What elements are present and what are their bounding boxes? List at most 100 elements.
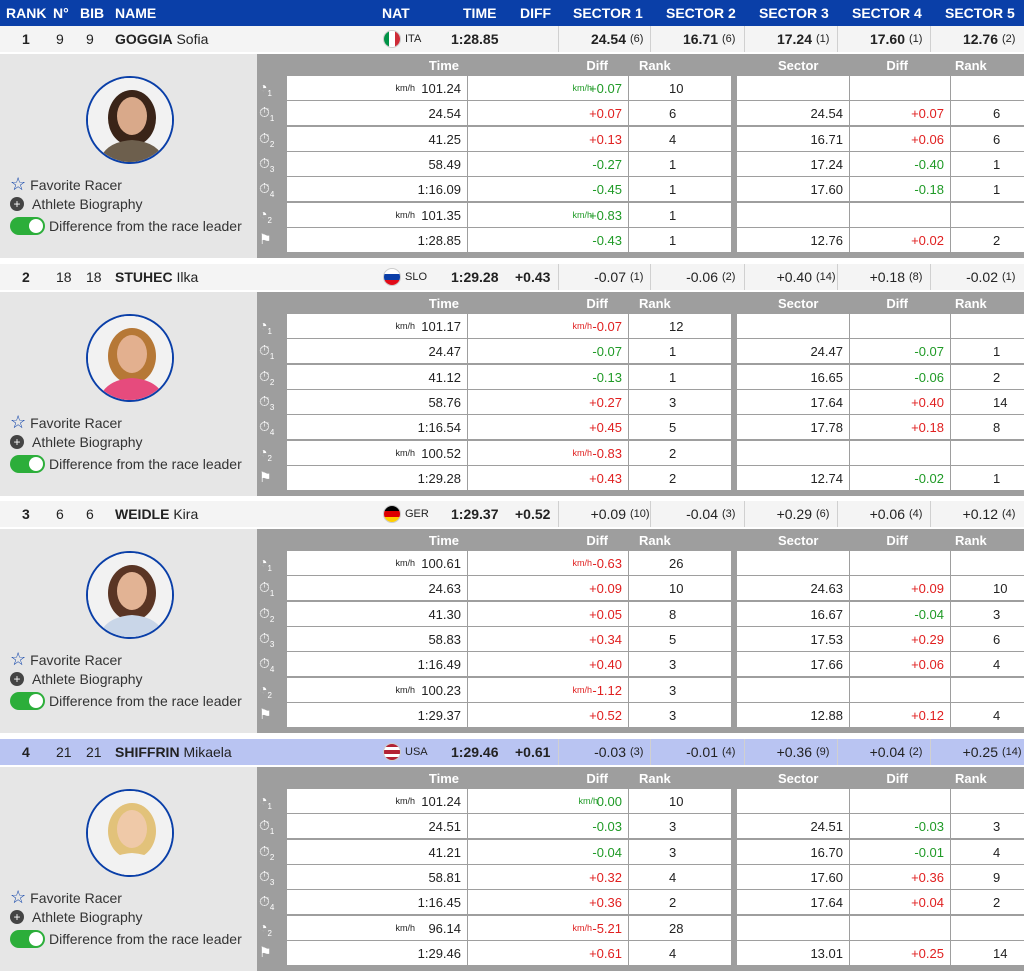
cell-sdiff — [850, 551, 950, 575]
athlete-name[interactable]: SHIFFRIN Mikaela — [115, 744, 232, 760]
sector-5-rank: (14) — [1002, 746, 1022, 758]
sector-rank: 6 — [993, 131, 1001, 147]
cell-rank: 1 — [629, 177, 731, 202]
toggle-switch[interactable] — [10, 455, 45, 473]
athlete-biography-link[interactable]: + Athlete Biography — [10, 909, 143, 925]
athlete-first-name: Mikaela — [183, 744, 232, 760]
divider — [930, 501, 931, 527]
header-sector-5[interactable]: SECTOR 5 — [945, 5, 1015, 21]
athlete-name[interactable]: STUHEC Ilka — [115, 269, 198, 285]
athlete-time: 1:29.46 — [451, 744, 499, 760]
split-rows: ◔1 km/h 101.17 km/h -0.07 12 ⏱1 24.47 -0.07 1 24.4… — [259, 314, 1024, 494]
stopwatch-icon: ⏱3 — [259, 867, 275, 887]
leader-difference-toggle[interactable]: Difference from the race leader — [10, 692, 242, 710]
cell-rank: 3 — [629, 652, 731, 677]
split-diff: 0.00 — [596, 794, 622, 809]
cell-diff: -0.04 — [468, 839, 628, 864]
athlete-name[interactable]: WEIDLE Kira — [115, 506, 198, 522]
athlete-biography-link[interactable]: + Athlete Biography — [10, 196, 143, 212]
sector-rank: 4 — [993, 844, 1001, 860]
header-rank[interactable]: RANK — [6, 5, 47, 21]
athlete-photo — [86, 314, 174, 402]
athlete-row[interactable]: 2 18 18 STUHEC Ilka SLO 1:29.28 +0.43 -0.07 (1) -… — [0, 264, 1024, 290]
split-time: 41.12 — [428, 369, 461, 385]
athlete-nat: GER — [405, 508, 429, 520]
split-diff: +0.34 — [589, 631, 622, 647]
cell-time: 1:29.46 — [287, 940, 467, 965]
stopwatch-icon: ⏱4 — [259, 655, 275, 674]
cell-time: 1:16.45 — [287, 890, 467, 915]
header-nat[interactable]: NAT — [382, 5, 410, 21]
cell-rank: 3 — [629, 389, 731, 414]
split-rank: 1 — [669, 207, 677, 223]
athlete-row[interactable]: 4 21 21 SHIFFRIN Mikaela USA 1:29.46 +0.61 -0.0… — [0, 739, 1024, 765]
header-diff[interactable]: DIFF — [520, 5, 552, 21]
split-rank: 6 — [669, 106, 677, 122]
cell-time: km/h 96.14 — [287, 915, 467, 940]
sector-diff: -0.18 — [914, 182, 944, 198]
split-time: 100.23 — [421, 682, 461, 698]
athlete-row[interactable]: 1 9 9 GOGGIA Sofia ITA 1:28.85 24.54 (6) 16.71 (6… — [0, 26, 1024, 52]
star-icon: ☆ — [10, 174, 27, 194]
unit-label: km/h — [395, 558, 415, 568]
cell-time: 58.76 — [287, 389, 467, 414]
leader-difference-toggle[interactable]: Difference from the race leader — [10, 217, 242, 235]
athlete-row[interactable]: 3 6 6 WEIDLE Kira GER 1:29.37 +0.52 +0.09 (10) -0… — [0, 501, 1024, 527]
sector-rank: 4 — [993, 707, 1001, 723]
cell-time: 1:16.49 — [287, 652, 467, 677]
athlete-name[interactable]: GOGGIA Sofia — [115, 31, 208, 47]
sector-rank: 1 — [993, 470, 1001, 486]
divider — [837, 264, 838, 290]
plus-circle-icon: + — [10, 910, 24, 924]
split-row: ◔2 km/h 100.23 km/h -1.12 3 — [259, 677, 1024, 703]
split-time: 24.47 — [428, 344, 461, 360]
toggle-switch[interactable] — [10, 692, 45, 710]
header-sector-1[interactable]: SECTOR 1 — [573, 5, 643, 21]
cell-rank: 5 — [629, 626, 731, 651]
header-sector-4[interactable]: SECTOR 4 — [852, 5, 922, 21]
col-header-srank: Rank — [955, 296, 987, 311]
cell-sdiff: +0.02 — [850, 227, 950, 252]
cell-time: km/h 100.23 — [287, 677, 467, 702]
cell-srank: 2 — [951, 227, 1024, 252]
toggle-switch[interactable] — [10, 217, 45, 235]
favorite-racer-link[interactable]: ☆ Favorite Racer — [10, 174, 122, 195]
cell-srank: 1 — [951, 177, 1024, 202]
sector-3-rank: (1) — [816, 33, 830, 45]
header-no[interactable]: N° — [53, 5, 69, 21]
leader-difference-toggle[interactable]: Difference from the race leader — [10, 455, 242, 473]
header-sector-3[interactable]: SECTOR 3 — [759, 5, 829, 21]
cell-sector: 17.78 — [737, 415, 849, 440]
sector-4-value: +0.06 — [869, 506, 905, 522]
favorite-racer-link[interactable]: ☆ Favorite Racer — [10, 412, 122, 433]
cell-sdiff: +0.18 — [850, 415, 950, 440]
favorite-racer-link[interactable]: ☆ Favorite Racer — [10, 887, 122, 908]
cell-time: 41.25 — [287, 126, 467, 151]
header-sector-2[interactable]: SECTOR 2 — [666, 5, 736, 21]
sector-1-value: +0.09 — [590, 506, 626, 522]
sector-rank: 8 — [993, 420, 1001, 436]
header-time[interactable]: TIME — [463, 5, 497, 21]
cell-sdiff: -0.40 — [850, 151, 950, 176]
favorite-racer-link[interactable]: ☆ Favorite Racer — [10, 649, 122, 670]
cell-srank: 2 — [951, 890, 1024, 915]
leader-difference-toggle[interactable]: Difference from the race leader — [10, 930, 242, 948]
cell-srank: 10 — [951, 576, 1024, 601]
cell-time: 41.12 — [287, 364, 467, 389]
favorite-racer-label: Favorite Racer — [30, 651, 122, 668]
cell-diff: km/h +0.83 — [468, 202, 628, 227]
header-name[interactable]: NAME — [115, 5, 157, 21]
leader-difference-label: Difference from the race leader — [49, 456, 242, 472]
cell-srank — [951, 202, 1024, 227]
col-header-diff: Diff — [586, 58, 608, 73]
header-bib[interactable]: BIB — [80, 5, 105, 21]
unit-label: km/h — [395, 209, 415, 220]
cell-diff: -0.45 — [468, 177, 628, 202]
sector-rank: 9 — [993, 869, 1001, 885]
sector-time: 17.66 — [810, 657, 843, 673]
stopwatch-icon: ⏱1 — [259, 579, 275, 599]
athlete-biography-link[interactable]: + Athlete Biography — [10, 671, 143, 687]
toggle-switch[interactable] — [10, 930, 45, 948]
athlete-biography-link[interactable]: + Athlete Biography — [10, 434, 143, 450]
col-header-sector: Sector — [778, 771, 819, 786]
